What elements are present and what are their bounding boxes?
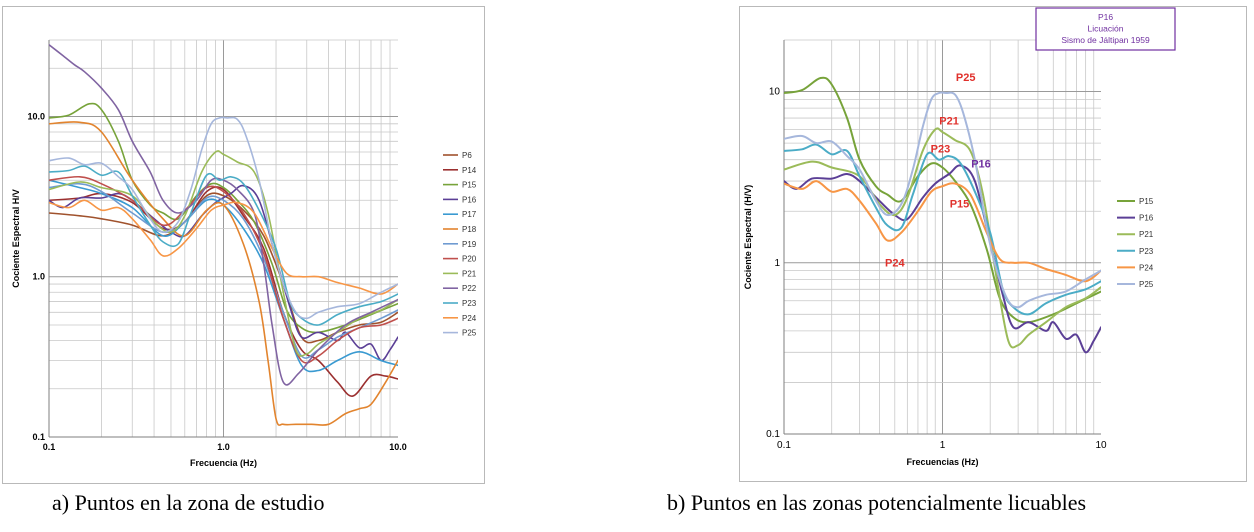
legend-label-p16: P16 [1139, 214, 1154, 223]
annotation-p16: P16 [971, 159, 991, 171]
legend-label-p21: P21 [462, 269, 477, 278]
legend-label-p17: P17 [462, 210, 477, 219]
series-line-p22 [49, 44, 398, 386]
legend-label-p18: P18 [462, 225, 477, 234]
legend-label-p25: P25 [462, 329, 477, 338]
series-line-p15 [49, 102, 398, 334]
info-box-line: Licuación [1088, 24, 1124, 34]
legend-label-p20: P20 [462, 255, 477, 264]
caption-a: a) Puntos en la zona de estudio [52, 490, 325, 515]
legend-label-p24: P24 [462, 314, 477, 323]
x-tick-label: 1.0 [217, 442, 230, 452]
legend-label-p22: P22 [462, 284, 477, 293]
legend-label-p24: P24 [1139, 263, 1154, 272]
info-box-line: P16 [1098, 12, 1113, 22]
hv-chart-b: 0.1 1 10 0.1 1 10 Frecuencias (Hz) Cociente Esp… [743, 7, 1176, 467]
series-lines [784, 76, 1101, 354]
legend: P6 P14 P15 P16 P17 P18 P19 P20 P21 P22 P23 P24 P25 [443, 151, 477, 338]
y-axis-label: Cociente Espectral H/V [11, 189, 21, 288]
annotation-p21: P21 [939, 116, 959, 128]
legend-label-p19: P19 [462, 240, 477, 249]
annotation-p15: P15 [950, 199, 970, 211]
chart-panel-b: 0.1 1 10 0.1 1 10 Frecuencias (Hz) Cociente Esp… [627, 0, 1254, 532]
legend-label-p21: P21 [1139, 230, 1154, 239]
info-box-line: Sismo de Jáltipan 1959 [1061, 35, 1150, 45]
annotation-p25: P25 [956, 72, 976, 84]
x-axis-label: Frecuencia (Hz) [190, 458, 257, 468]
series-line-p25 [784, 91, 1101, 309]
series-line-p16 [49, 184, 398, 362]
hv-chart-a: 0.1 1.0 10.0 0.1 1.0 10.0 Frecuencia (Hz) Cocie… [11, 39, 477, 468]
legend-label-p25: P25 [1139, 280, 1154, 289]
legend: P15 P16 P21 P23 P24 P25 [1117, 197, 1154, 289]
y-tick-label: 10.0 [27, 111, 45, 121]
series-line-p25 [49, 116, 398, 320]
legend-label-p15: P15 [462, 181, 477, 190]
caption-b: b) Puntos en las zonas potencialmente li… [667, 490, 1087, 515]
y-tick-label: 1 [774, 258, 780, 269]
annotation-p23: P23 [931, 144, 951, 156]
series-line-p24 [784, 180, 1101, 283]
series-line-p24 [49, 199, 398, 295]
series-line-p20 [49, 175, 398, 364]
legend-label-p6: P6 [462, 151, 472, 160]
info-box-frame [1035, 7, 1176, 51]
series-line-p17 [49, 179, 398, 373]
y-tick-label: 0.1 [766, 429, 780, 440]
y-axis-label: Cociente Espectral (H/V) [743, 185, 753, 290]
series-line-p18 [49, 121, 398, 426]
x-tick-label: 1 [940, 440, 946, 451]
x-tick-label: 0.1 [777, 440, 791, 451]
x-tick-label: 10 [1095, 440, 1107, 451]
series-lines [49, 44, 398, 426]
series-line-p16 [784, 164, 1101, 354]
y-tick-label: 0.1 [32, 432, 45, 442]
x-tick-label: 0.1 [43, 442, 56, 452]
series-line-p23 [49, 165, 398, 326]
annotation-p24: P24 [885, 258, 905, 270]
legend-label-p16: P16 [462, 195, 477, 204]
grid-lines [783, 39, 1101, 435]
chart-panel-a: 0.1 1.0 10.0 0.1 1.0 10.0 Frecuencia (Hz) Cocie… [2, 6, 485, 515]
x-axis-label: Frecuencias (Hz) [906, 457, 978, 467]
legend-label-p23: P23 [462, 299, 477, 308]
legend-label-p14: P14 [462, 166, 477, 175]
annotations: P25 P21 P23 P16 P15 P24 [885, 72, 991, 269]
legend-label-p23: P23 [1139, 247, 1154, 256]
legend-label-p15: P15 [1139, 197, 1154, 206]
y-tick-label: 10 [769, 87, 781, 98]
grid-lines [48, 39, 398, 438]
x-tick-label: 10.0 [389, 442, 407, 452]
y-tick-label: 1.0 [32, 272, 45, 282]
series-line-p19 [49, 182, 398, 359]
series-line-p6 [49, 192, 398, 344]
series-line-p15 [784, 76, 1101, 324]
